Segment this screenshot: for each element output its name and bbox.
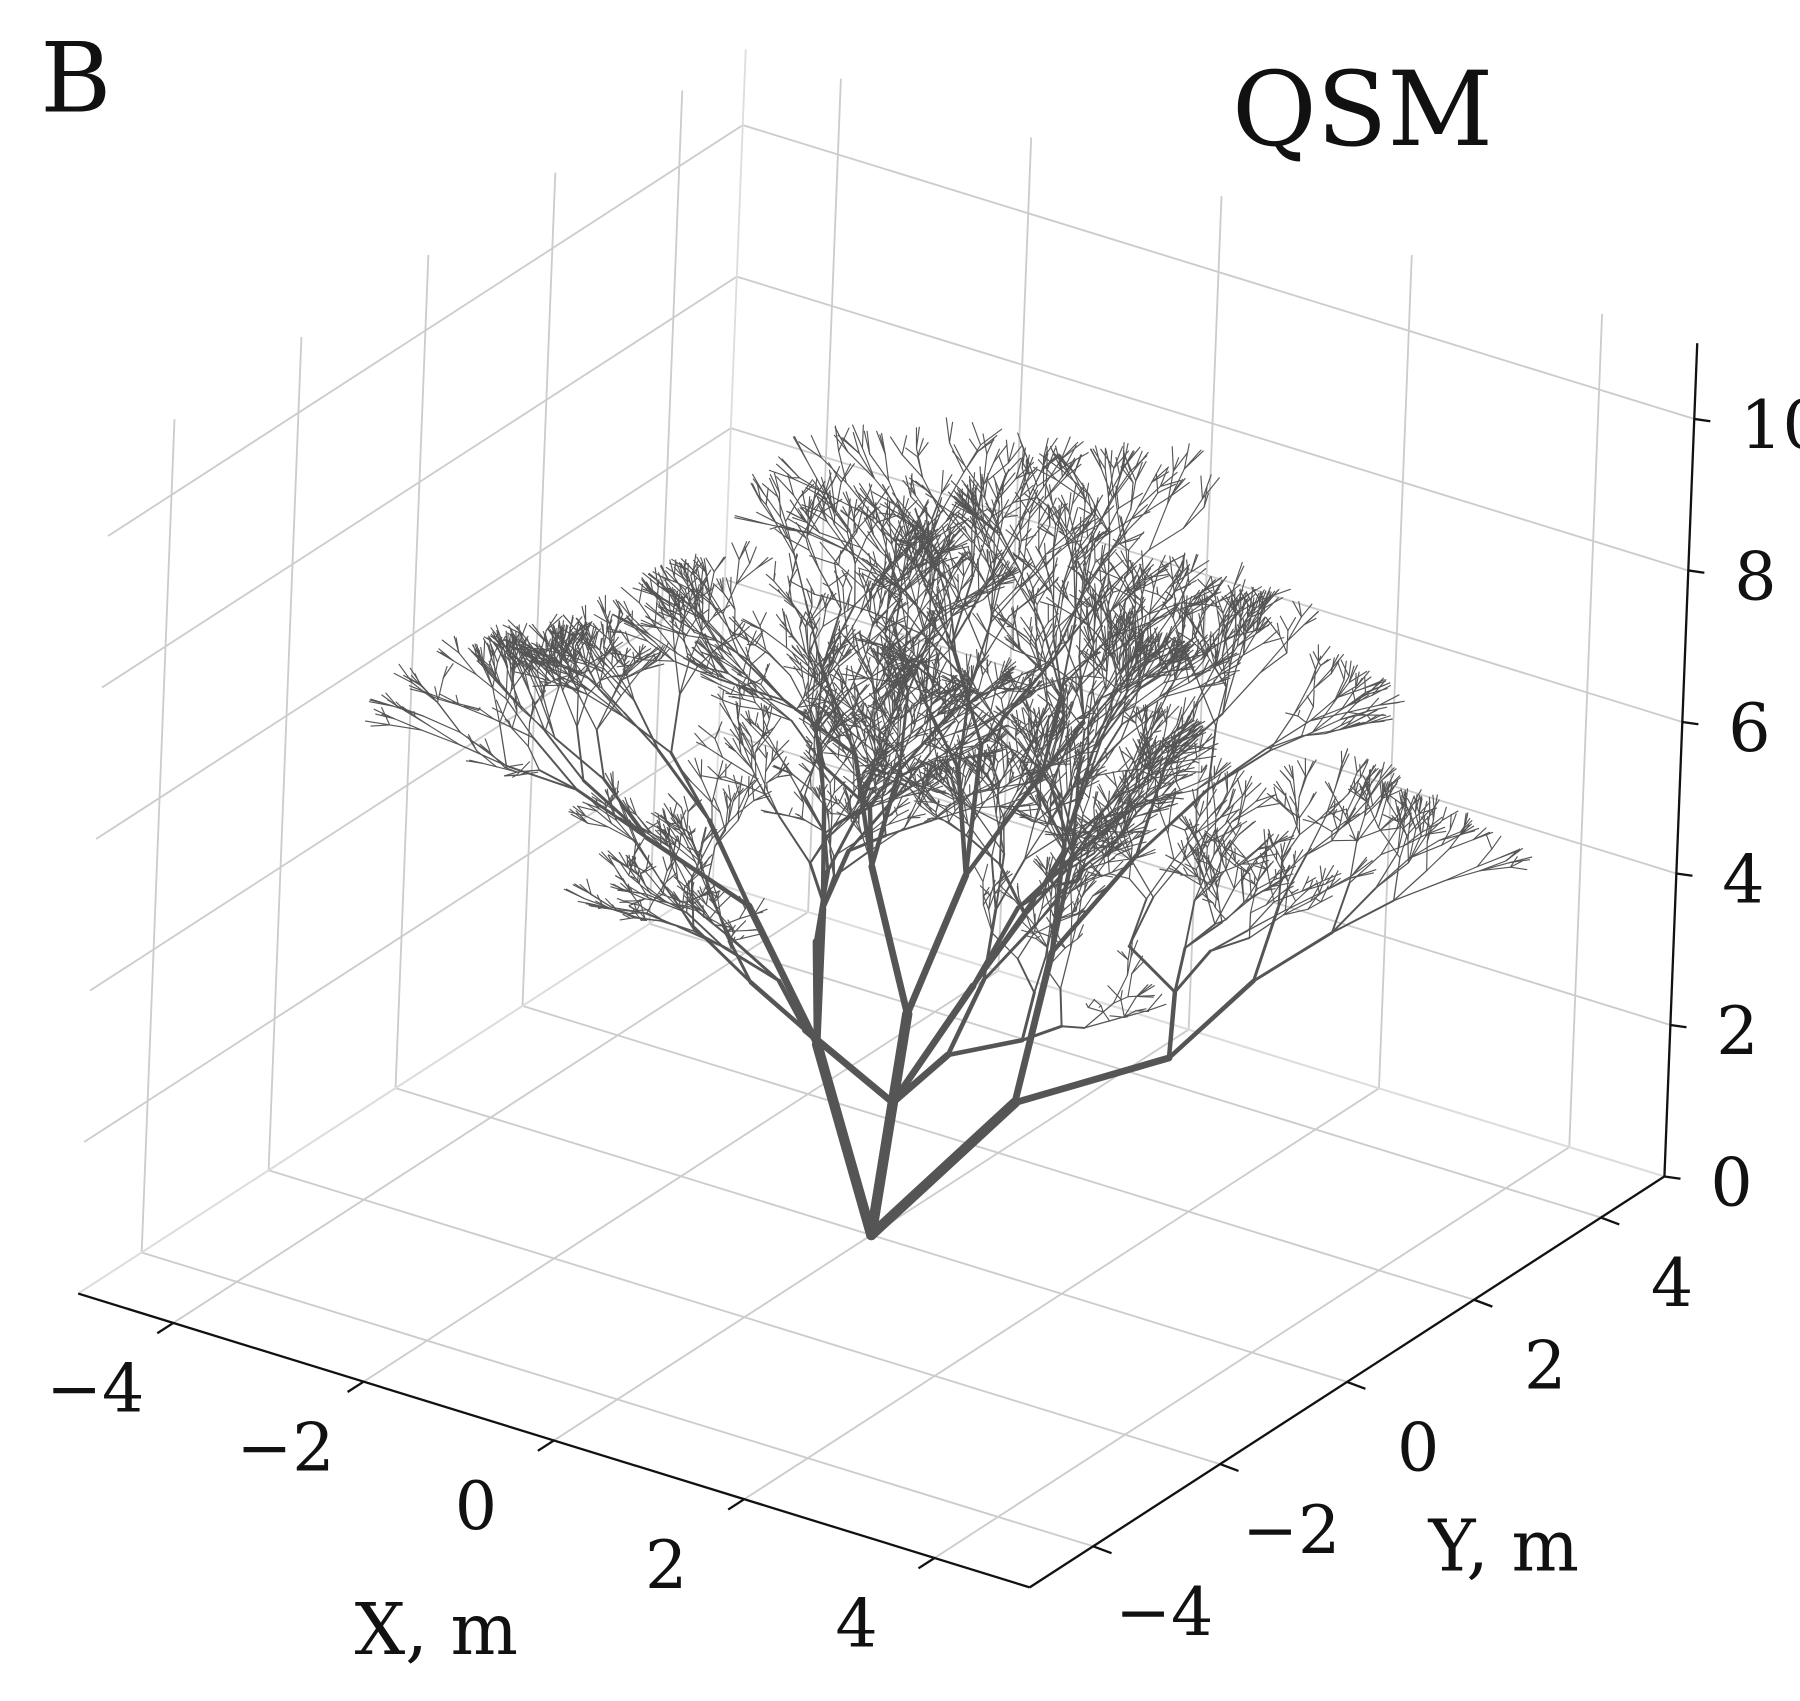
tree-branch — [1089, 837, 1090, 846]
tree-branch — [688, 832, 689, 836]
tree-branch — [975, 749, 976, 759]
tree-branch — [529, 666, 530, 675]
tree-branch — [509, 721, 510, 723]
tree-branch — [1050, 792, 1051, 804]
tree-branch — [1369, 770, 1370, 786]
tree-branch — [816, 942, 817, 1045]
tree-branch — [699, 850, 700, 852]
tree-branch — [1060, 989, 1061, 1026]
tree-branch — [1182, 604, 1183, 624]
tree-branch — [834, 777, 835, 793]
tree-branch — [1341, 751, 1342, 768]
tree-branch — [1313, 690, 1314, 707]
tree-branch — [1167, 707, 1168, 724]
tree-branch — [1130, 648, 1131, 661]
tree-branch — [748, 930, 755, 931]
tree-branch — [767, 783, 768, 791]
tree-branch — [1427, 842, 1428, 870]
tree-branch — [731, 947, 732, 949]
